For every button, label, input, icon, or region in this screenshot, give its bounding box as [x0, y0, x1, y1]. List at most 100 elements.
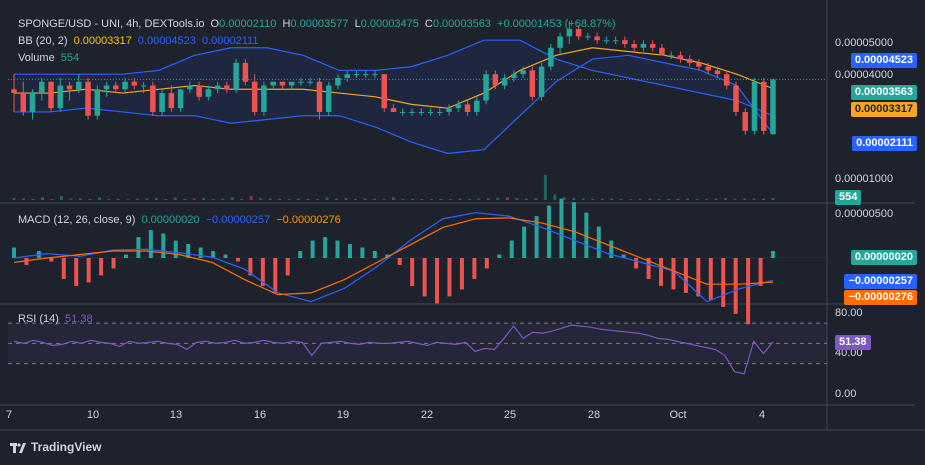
- price-tick-5: 0.00005000: [835, 37, 894, 49]
- macd-histogram-bar: [74, 258, 79, 286]
- macd-line-value: −0.00000257: [205, 214, 271, 226]
- volume-bar: [572, 198, 576, 200]
- volume-bar: [249, 195, 253, 200]
- candle-body: [316, 81, 323, 112]
- candle-body: [668, 55, 674, 57]
- volume-bar: [278, 198, 282, 200]
- macd-histogram-bar: [235, 258, 240, 262]
- volume-bar: [695, 199, 699, 200]
- volume-bar: [12, 198, 16, 200]
- macd-histogram-bar: [609, 240, 614, 258]
- macd-hist-tag: 0.00000020: [850, 250, 917, 265]
- volume-bar: [344, 198, 348, 200]
- rsi-tag: 51.38: [835, 335, 871, 350]
- low-label: L: [354, 18, 361, 30]
- candle-body: [659, 47, 665, 56]
- macd-histogram-bar: [161, 233, 166, 258]
- volume-legend: Volume 554: [18, 52, 82, 65]
- candle-body: [288, 81, 295, 86]
- bb-label: BB (20, 2): [18, 35, 68, 47]
- tradingview-logo-icon: [10, 442, 26, 453]
- candle-body: [649, 43, 656, 48]
- volume-bar: [477, 198, 481, 200]
- time-axis-label: 19: [337, 409, 349, 421]
- macd-histogram-bar: [547, 205, 552, 258]
- candle-body: [140, 85, 147, 87]
- candle-body: [353, 74, 360, 76]
- volume-bar: [581, 198, 585, 200]
- volume-label: Volume: [18, 52, 55, 64]
- macd-histogram-bar: [49, 258, 54, 262]
- candle-body: [492, 74, 499, 86]
- volume-bar: [534, 198, 538, 200]
- volume-bar: [553, 194, 557, 200]
- bb-lower-value: 0.00002111: [201, 35, 259, 47]
- candle-body: [261, 85, 267, 112]
- candle-body: [298, 81, 304, 83]
- volume-bar: [192, 198, 196, 200]
- candle-body: [48, 81, 54, 109]
- volume-bar: [505, 197, 509, 200]
- candle-body: [159, 93, 165, 112]
- macd-hist-value: 0.00000020: [141, 214, 200, 226]
- volume-bar: [316, 199, 320, 200]
- volume-bar: [78, 198, 82, 200]
- time-axis-label: 16: [254, 409, 266, 421]
- candle-body: [677, 55, 684, 60]
- macd-signal-line: [13, 217, 774, 296]
- volume-bar: [543, 175, 547, 200]
- macd-histogram-bar: [621, 254, 626, 258]
- macd-histogram-bar: [248, 258, 253, 276]
- volume-bar: [762, 198, 766, 200]
- candle-body: [723, 74, 730, 86]
- macd-histogram-bar: [323, 237, 328, 258]
- volume-bar: [297, 198, 301, 200]
- candle-body: [362, 74, 369, 76]
- macd-histogram-bar: [422, 258, 427, 297]
- tradingview-brand[interactable]: TradingView: [10, 440, 101, 454]
- bb-upper-value: 0.00004523: [137, 35, 196, 47]
- candle-body: [409, 111, 415, 113]
- volume-bar: [183, 198, 187, 200]
- volume-value: 554: [60, 52, 80, 64]
- candle-body: [427, 111, 434, 113]
- volume-bar: [591, 198, 595, 200]
- candle-body: [640, 43, 647, 48]
- volume-bar: [202, 198, 206, 200]
- candle-body: [622, 40, 628, 44]
- time-axis-label: 13: [170, 409, 182, 421]
- volume-bar: [211, 199, 215, 200]
- candle-body: [39, 81, 45, 94]
- macd-histogram-bar: [260, 258, 265, 286]
- volume-bar: [524, 198, 528, 200]
- macd-histogram-bar: [61, 258, 66, 279]
- high-label: H: [282, 18, 291, 30]
- candle-body: [511, 74, 517, 78]
- candle-body: [177, 89, 184, 109]
- candle-body: [372, 74, 378, 76]
- macd-histogram-bar: [771, 251, 775, 258]
- candle-body: [612, 40, 619, 42]
- volume-bar: [173, 197, 177, 200]
- macd-histogram-bar: [123, 254, 128, 258]
- candle-body: [742, 111, 748, 131]
- candle-body: [11, 89, 17, 94]
- candle-body: [131, 81, 138, 86]
- bb-upper-tag: 0.00004523: [850, 53, 917, 68]
- candle-body: [733, 85, 739, 112]
- candle-body: [270, 81, 276, 86]
- volume-bar: [59, 195, 63, 200]
- macd-histogram-bar: [634, 258, 639, 269]
- time-axis-label: 4: [759, 409, 765, 421]
- high-value: 0.00003577: [290, 18, 349, 30]
- volume-bar: [325, 197, 329, 200]
- bb-basis-value: 0.00003317: [73, 35, 132, 47]
- bb-lower-tag: 0.00002111: [852, 136, 917, 151]
- volume-bar: [126, 199, 130, 200]
- volume-bar: [515, 198, 519, 200]
- open-value: 0.00002110: [219, 18, 277, 30]
- low-value: 0.00003475: [360, 18, 419, 30]
